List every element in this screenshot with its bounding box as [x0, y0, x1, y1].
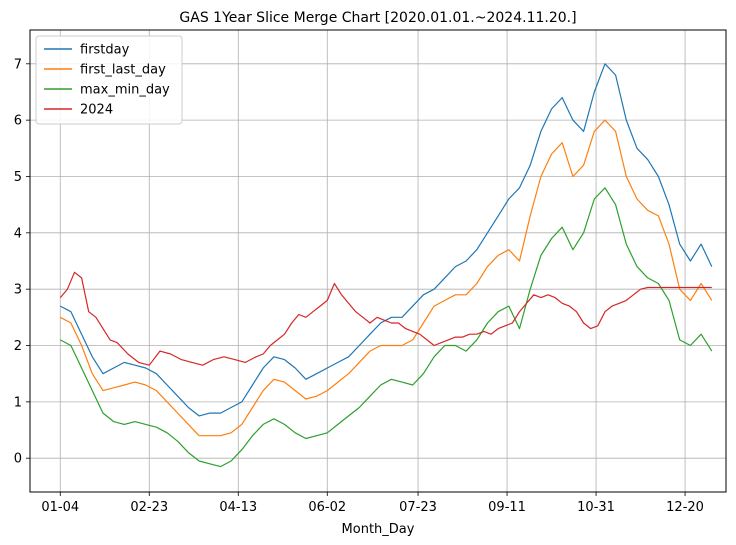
y-tick-label: 1 [14, 395, 22, 410]
legend-label: max_min_day [80, 83, 170, 98]
series-line-max-min-day [60, 187, 713, 468]
y-tick-label: 4 [14, 226, 22, 241]
y-tick-label: 7 [14, 57, 22, 72]
y-tick-label: 2 [14, 339, 22, 354]
x-tick-label: 02-23 [130, 500, 168, 515]
x-tick-label: 12-20 [666, 500, 704, 515]
series-line-first-last-day [60, 119, 713, 437]
legend-label: first_last_day [80, 63, 166, 78]
x-tick-label: 07-23 [399, 500, 437, 515]
plot-frame [29, 29, 727, 493]
series-line-2024 [59, 271, 712, 366]
x-tick-label: 04-13 [219, 500, 257, 515]
chart-title: GAS 1Year Slice Merge Chart [2020.01.01.… [179, 10, 576, 26]
series-line-firstday [60, 63, 713, 417]
x-axis-label: Month_Day [342, 522, 415, 537]
x-tick-label: 06-02 [308, 500, 346, 515]
grid [30, 30, 726, 492]
y-axis: 0 1 2 3 4 5 6 7 [14, 57, 30, 467]
legend-label: 2024 [80, 103, 113, 118]
legend-label: firstday [80, 43, 130, 58]
x-tick-label: 10-31 [577, 500, 615, 515]
y-tick-label: 6 [14, 114, 22, 129]
y-tick-label: 3 [14, 283, 22, 298]
x-tick-label: 09-11 [488, 500, 526, 515]
series-lines [59, 63, 713, 468]
legend: firstday first_last_day max_min_day 2024 [35, 35, 183, 125]
x-tick-label: 01-04 [41, 500, 79, 515]
x-axis: 01-04 02-23 04-13 06-02 07-23 09-11 10-31 12-20 [41, 492, 704, 515]
legend-box [35, 35, 183, 125]
y-tick-label: 0 [14, 452, 22, 467]
y-tick-label: 5 [14, 170, 22, 185]
